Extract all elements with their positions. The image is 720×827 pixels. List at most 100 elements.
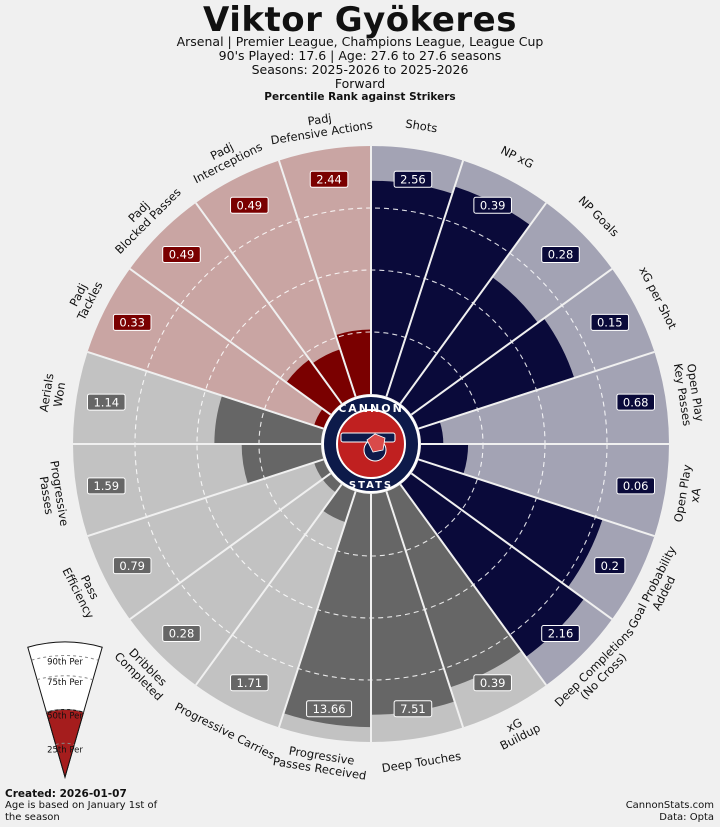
value-box-bg [473,196,512,214]
value-label: 2.16 [548,627,574,641]
value-label: 0.49 [237,198,263,212]
wedge-bar-progressive-passes [241,444,324,484]
wedge-bar-open-play-xa [418,444,469,475]
value-label: 0.33 [119,316,145,330]
value-box-bg [616,393,656,411]
site-credit: CannonStats.com [625,800,714,811]
value-box-padj-defensive-actions: 2.44 [309,170,349,188]
wedge-bar-goal-probability-added [411,459,603,588]
value-box-padj-interceptions: 0.49 [230,196,269,214]
value-box-bg [393,170,433,188]
value-label: 0.79 [119,559,145,573]
value-box-np-xg: 0.39 [473,196,512,214]
value-box-bg [230,196,269,214]
wedge-bar-deep-touches [371,491,455,715]
divider-line [129,268,332,416]
value-label: 0.28 [169,627,195,641]
wedge-bar-padj-tackles [314,408,331,429]
legend-label: 90th Per [47,658,83,668]
value-box-bg [230,674,269,692]
divider-line [129,472,332,620]
divider-line [399,202,547,405]
wedge-bar-xg-buildup [386,484,522,688]
value-box-bg [393,700,433,718]
credits: CannonStats.com Data: Opta [626,800,714,824]
metric-label-progressive-passes-received: ProgressivePasses Received [272,741,370,782]
metric-label-np-goals: NP Goals [576,193,622,239]
legend-label: 50th Per [47,712,83,722]
wedge-bar-dribbles-completed [322,473,342,493]
metric-label-padj-tackles: PadjTackles [62,273,105,323]
created-date: Created: 2026-01-07 [5,788,127,800]
value-box-dribbles-completed: 0.28 [162,625,201,643]
cannon-stats-logo: CANNON STATS [322,395,420,493]
wedge-bar-xg-per-shot [411,318,575,429]
wedge-bar-shots [371,180,453,397]
wedge-bar-np-goals [400,277,538,415]
wedge-bar-progressive-carries [322,484,356,523]
metric-label-np-xg: NP xG [498,143,535,171]
value-label: 0.06 [623,479,649,493]
value-box-open-play-key-passes: 0.68 [616,393,656,411]
percentile-legend: 90th Per 75th Per 50th Per 25th Per [27,641,103,779]
divider-line [385,491,465,728]
metric-label-progressive-passes: ProgressivePasses [34,460,71,530]
value-box-bg [86,477,126,495]
metric-label-open-play-key-passes: Open PlayKey Passes [671,360,708,426]
value-label: 13.66 [313,702,346,716]
wedge-bar-padj-defensive-actions [335,329,371,397]
value-box-bg [590,313,630,331]
value-box-open-play-xa: 0.06 [616,477,656,495]
value-box-xg-per-shot: 0.15 [590,313,630,331]
logo-text-top: CANNON [338,402,404,415]
metric-label-aerials-won: AerialsWon [37,372,70,415]
value-box-progressive-passes-received: 13.66 [306,700,353,718]
value-label: 0.2 [601,559,619,573]
seasons-line: Seasons: 2025-2026 to 2025-2026 [251,62,469,77]
divider-line [385,160,465,397]
value-box-bg [616,477,656,495]
wedge-bar-np-xg [386,186,531,404]
page-title: Viktor Gyökeres [203,0,517,40]
value-box-aerials-won: 1.14 [86,393,126,411]
value-box-bg [112,557,152,575]
wedge-bar-aerials-won [214,395,324,444]
metric-label-open-play-xa: Open PlayxA [671,463,707,525]
divider-line [399,483,547,686]
data-credit: Data: Opta [659,812,714,823]
legend-label: 25th Per [47,745,83,755]
divider-line [277,491,357,728]
value-box-bg [309,170,349,188]
value-label: 2.56 [400,172,426,186]
value-box-xg-buildup: 0.39 [473,674,512,692]
divider-line [87,350,324,430]
played-line: 90's Played: 17.6 | Age: 27.6 to 27.6 se… [218,48,502,63]
wedge-bg-progressive-carries [195,484,356,728]
divider-line [195,202,343,405]
value-box-bg [86,393,126,411]
value-label: 1.59 [93,479,119,493]
value-box-progressive-passes: 1.59 [86,477,126,495]
value-box-bg [112,313,152,331]
value-box-bg [594,557,626,575]
value-box-deep-touches: 7.51 [393,700,433,718]
logo-text-bottom: STATS [349,480,393,491]
divider-line [410,472,613,620]
divider-line [277,160,357,397]
chart-title: Percentile Rank against Strikers [264,91,456,103]
value-box-shots: 2.56 [393,170,433,188]
value-label: 0.39 [480,198,506,212]
divider-line [418,458,655,538]
value-label: 1.14 [93,395,119,409]
competitions-line: Arsenal | Premier League, Champions Leag… [176,34,544,49]
value-label: 0.28 [548,248,574,262]
value-box-deep-completions-no-cross: 2.16 [541,625,580,643]
value-box-bg [473,674,512,692]
value-box-bg [162,625,201,643]
value-box-np-goals: 0.28 [541,245,580,263]
divider-line [410,268,613,416]
wedge-bar-padj-interceptions [312,349,356,404]
value-box-bg [541,625,580,643]
wedge-bar-padj-blocked-passes [286,359,342,415]
